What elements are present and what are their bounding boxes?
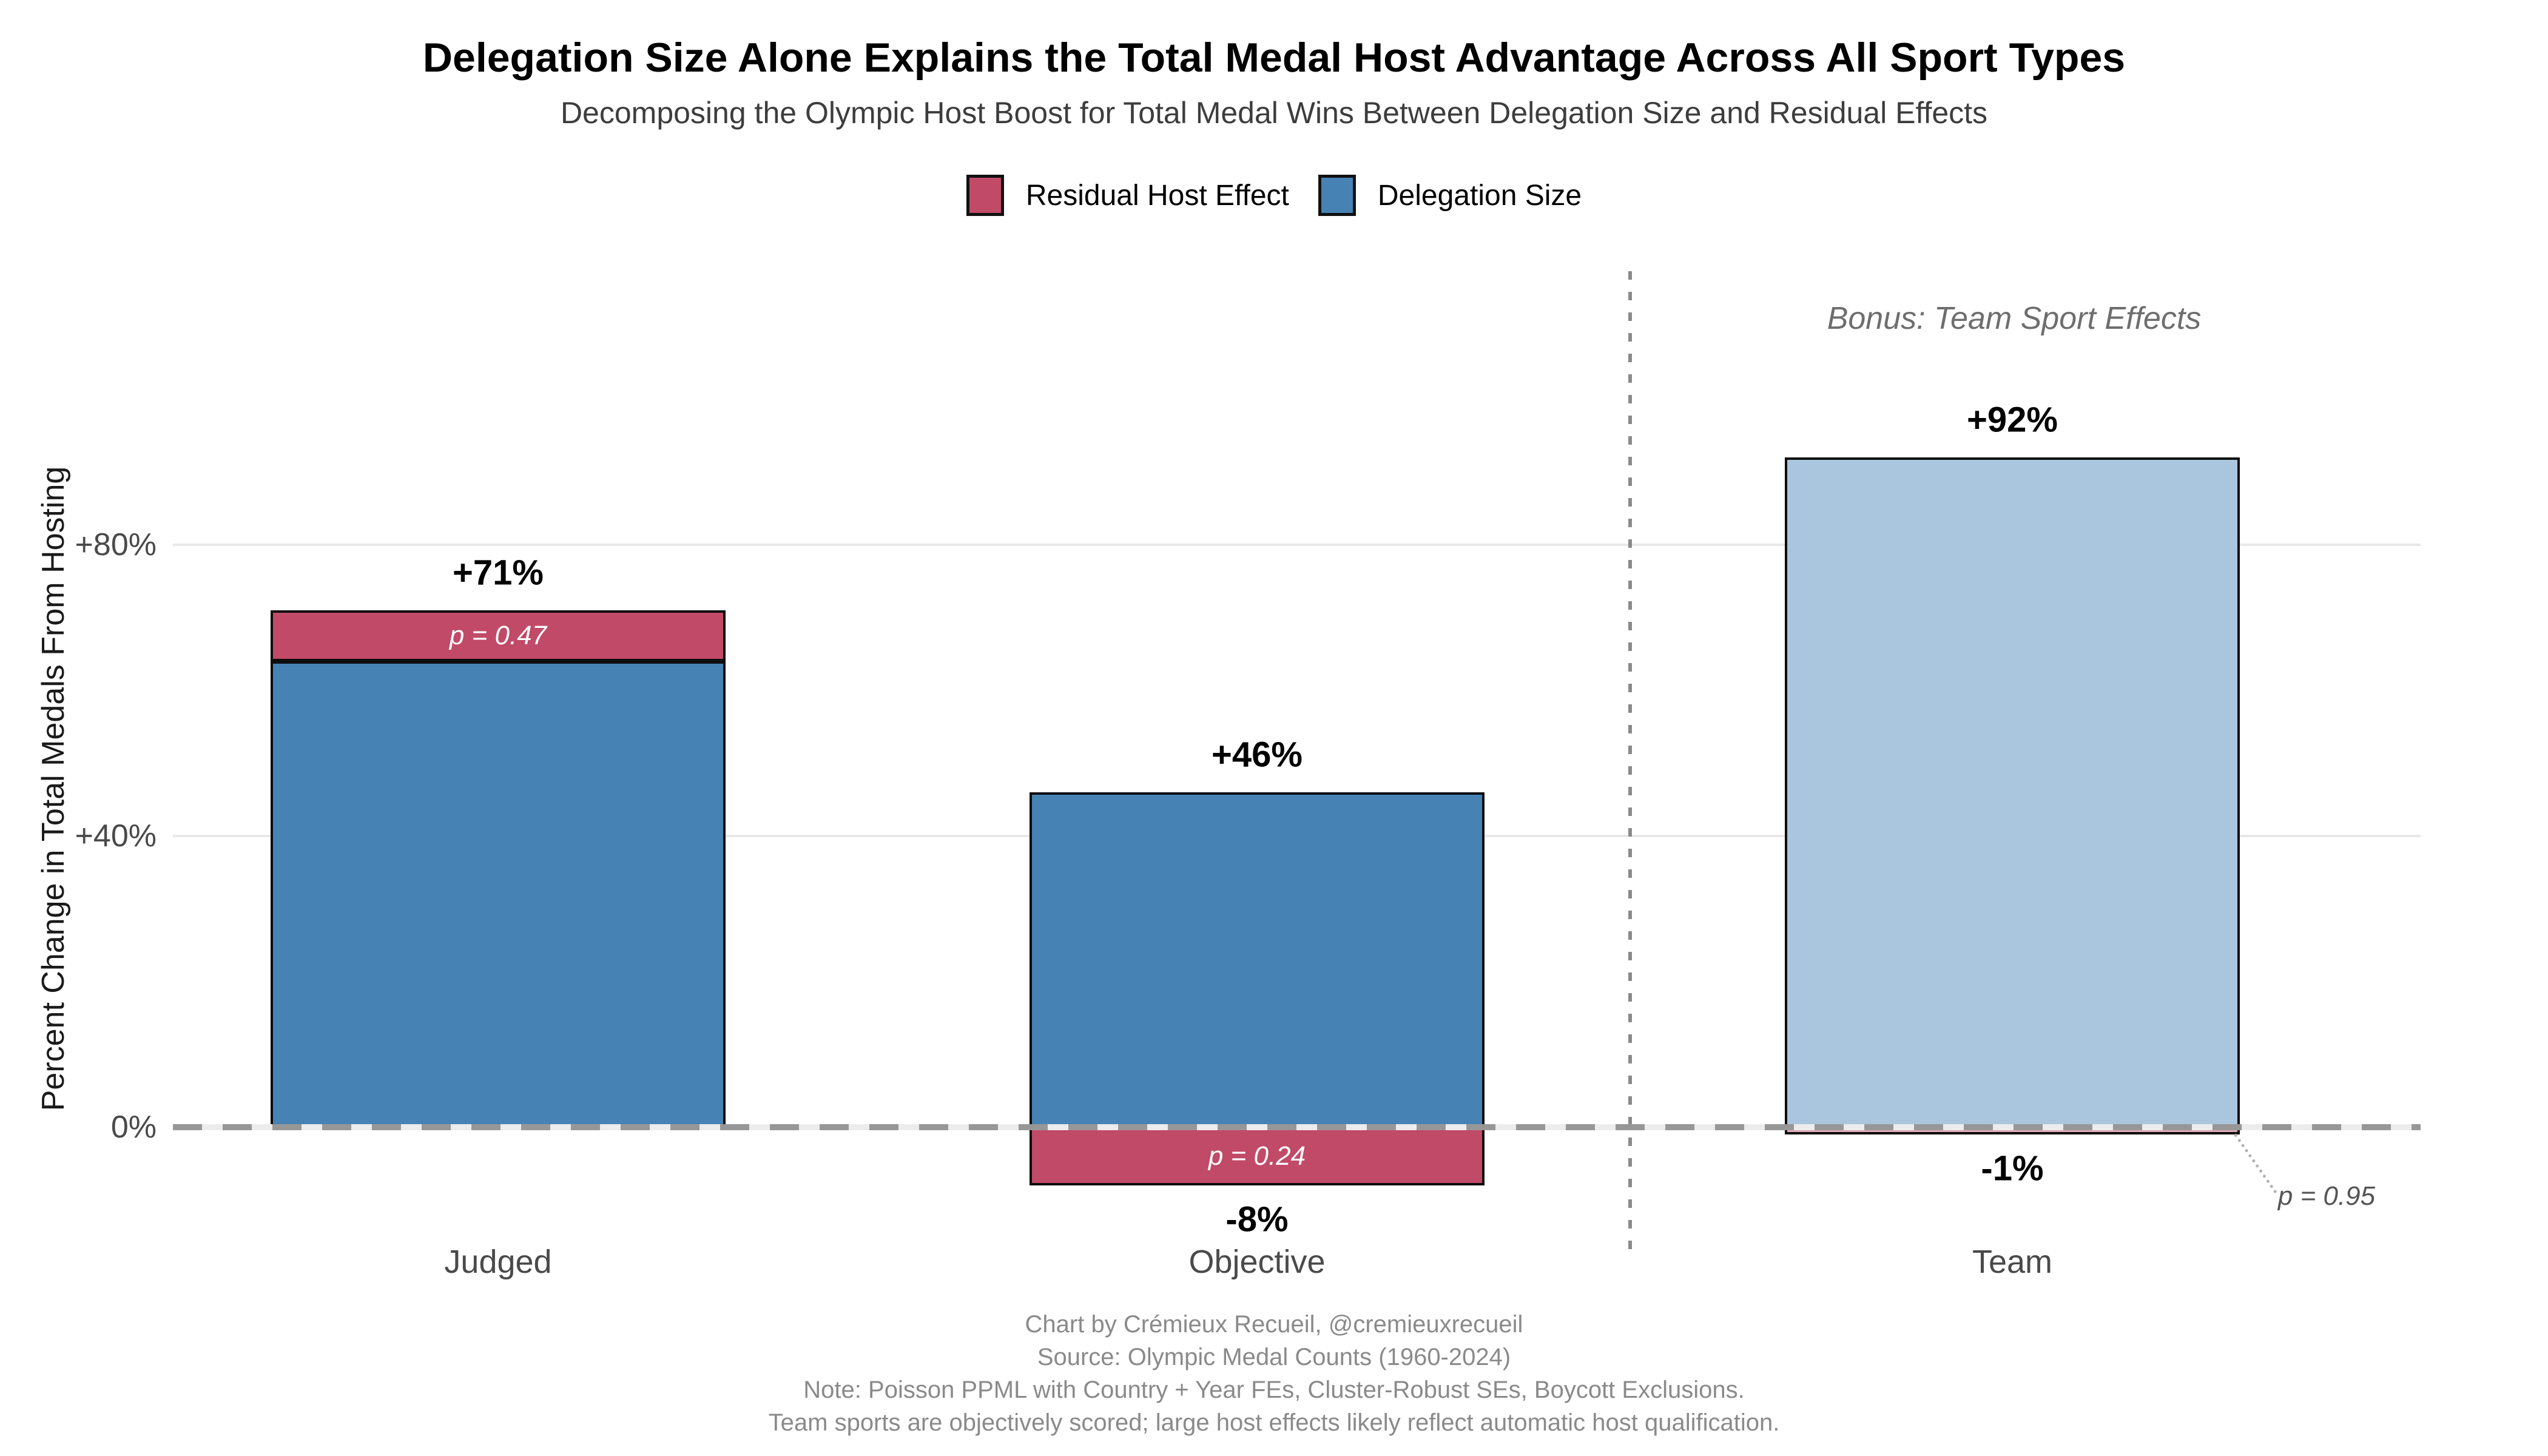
chart-title: Delegation Size Alone Explains the Total… <box>422 35 2126 81</box>
bar-objective-pvalue-label: p = 0.24 <box>1208 1141 1306 1171</box>
bar-judged-net-label: +71% <box>453 553 544 593</box>
zero-dashed-line <box>173 1124 2421 1130</box>
bar-team-negative-label: -1% <box>1981 1148 2044 1188</box>
bar-objective-residual-segment: p = 0.24 <box>1030 1127 1485 1185</box>
bar-judged-pvalue-label: p = 0.47 <box>449 621 547 650</box>
pvalue-leader-dotted-line <box>2233 1133 2277 1194</box>
footer-line-note: Note: Poisson PPML with Country + Year F… <box>803 1377 1745 1403</box>
y-tick-80: +80% <box>75 527 157 562</box>
gridline-80pct <box>173 544 2421 546</box>
bar-objective-net-label: +46% <box>1212 735 1303 775</box>
y-axis-title: Percent Change in Total Medals From Host… <box>36 466 71 1111</box>
delegation-swatch-icon <box>1318 175 1356 216</box>
bar-team-pvalue-label: p = 0.95 <box>2277 1181 2376 1211</box>
y-tick-0: 0% <box>110 1110 157 1145</box>
bar-objective-delegation-segment <box>1030 792 1485 1127</box>
chart-subtitle: Decomposing the Olympic Host Boost for T… <box>560 96 1988 130</box>
bar-team-delegation-segment <box>1785 457 2240 1127</box>
x-label-objective: Objective <box>1188 1244 1326 1280</box>
bar-team-net-label: +92% <box>1967 400 2058 440</box>
bar-objective-negative-label: -8% <box>1225 1199 1289 1239</box>
x-label-judged: Judged <box>444 1244 552 1280</box>
bar-judged-residual-segment: p = 0.47 <box>271 610 726 661</box>
footer-line-author: Chart by Crémieux Recueil, @cremieuxrecu… <box>1025 1311 1523 1338</box>
footer-line-team-note: Team sports are objectively scored; larg… <box>768 1409 1780 1436</box>
x-label-team: Team <box>1972 1244 2053 1280</box>
bar-judged-delegation-segment <box>271 661 726 1127</box>
legend-label-residual: Residual Host Effect <box>1025 179 1289 212</box>
footer-line-source: Source: Olympic Medal Counts (1960-2024) <box>1037 1344 1511 1370</box>
bonus-panel-title: Bonus: Team Sport Effects <box>1827 301 2202 336</box>
legend-item-delegation: Delegation Size <box>1318 175 1582 216</box>
legend-label-delegation: Delegation Size <box>1377 179 1582 212</box>
legend: Residual Host Effect Delegation Size <box>0 175 2548 216</box>
legend-item-residual: Residual Host Effect <box>966 175 1289 216</box>
bonus-panel-divider-line <box>1628 271 1632 1250</box>
footer-credits: Chart by Crémieux Recueil, @cremieuxrecu… <box>0 1308 2548 1439</box>
y-tick-40: +40% <box>75 818 157 854</box>
residual-swatch-icon <box>966 175 1004 216</box>
